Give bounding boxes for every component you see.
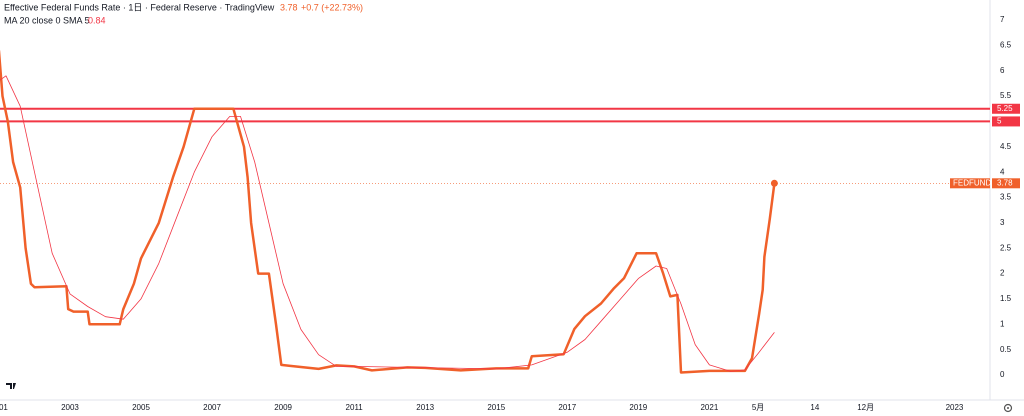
settings-icon[interactable] [1003,403,1013,413]
price-tag-label: 3.78 [997,178,1013,187]
x-tick-label: 2009 [274,403,292,412]
chart-title: Effective Federal Funds Rate · 1日 · Fede… [4,2,275,12]
last-point [770,179,778,187]
series-line [0,50,776,374]
x-tick-label: 2013 [416,403,434,412]
change-label: +0.7 (+22.73%) [301,2,363,12]
x-tick-label: 14 [810,403,819,412]
last-value: 3.78 [280,2,298,12]
series-tag-label: FEDFUNDS [953,178,997,187]
legend-entry: MA 20 close 0 SMA 5 [4,15,90,25]
x-tick-label: 2001 [0,403,8,412]
x-tick-label: 2003 [61,403,79,412]
ma-last-value: 0.84 [88,15,106,25]
y-tick-label: 1.5 [1000,294,1012,303]
y-tick-label: 4 [1000,167,1005,176]
y-tick-label: 3 [1000,218,1005,227]
series-tag [950,178,990,189]
x-tick-label: 12月 [857,403,874,412]
y-tick-label: 3.5 [1000,193,1012,202]
y-tick-label: 6.5 [1000,40,1012,49]
x-tick-label: 2005 [132,403,150,412]
y-tick-label: 5.5 [1000,91,1012,100]
y-tick-label: 2 [1000,269,1005,278]
x-tick-label: 2017 [558,403,576,412]
x-tick-label: 2007 [203,403,221,412]
x-tick-label: 5月 [752,403,764,412]
x-tick-label: 2021 [700,403,718,412]
price-tag-label: 5 [997,117,1002,126]
price-tag [992,103,1020,114]
y-tick-label: 1 [1000,319,1005,328]
y-tick-label: 0 [1000,370,1005,379]
x-tick-label: 2019 [629,403,647,412]
price-tag-label: 5.25 [997,104,1013,113]
y-tick-label: 0.5 [1000,345,1012,354]
price-tag [992,116,1020,127]
y-tick-label: 7 [1000,15,1005,24]
x-tick-label: 2011 [346,403,364,412]
tv-logo [6,383,16,389]
price-tag [992,178,1020,189]
y-tick-label: 4.5 [1000,142,1012,151]
y-tick-label: 2.5 [1000,243,1012,252]
series-line [0,75,775,372]
y-tick-label: 6 [1000,66,1005,75]
x-tick-label: 2023 [946,403,964,412]
x-tick-label: 2015 [487,403,505,412]
